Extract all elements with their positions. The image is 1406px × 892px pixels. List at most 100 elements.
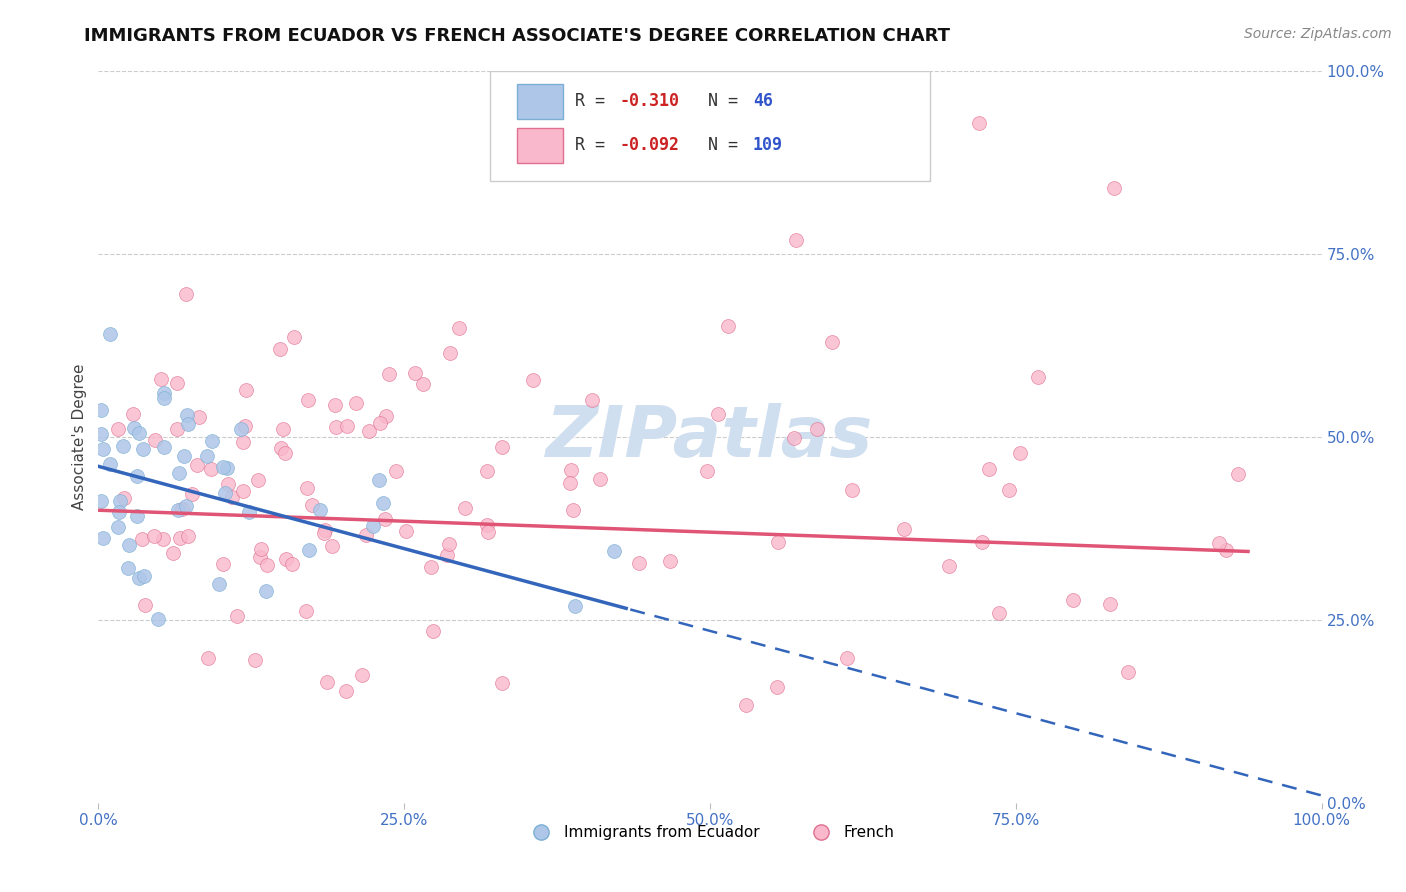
Point (316, 674, 339, 689)
Point (314, 523, 336, 537)
Point (176, 500, 198, 514)
Point (186, 458, 208, 472)
Point (560, 463, 582, 477)
FancyBboxPatch shape (517, 128, 564, 163)
Point (477, 524, 499, 539)
Point (589, 472, 612, 486)
Point (321, 539, 343, 553)
Point (200, 462, 222, 476)
Point (107, 520, 129, 534)
Point (835, 651, 858, 665)
Y-axis label: Associate's Degree: Associate's Degree (72, 364, 87, 510)
Point (447, 320, 470, 334)
Point (560, 475, 582, 490)
Point (167, 503, 190, 517)
FancyBboxPatch shape (517, 84, 564, 119)
Point (335, 684, 357, 698)
Point (309, 503, 332, 517)
Point (419, 559, 441, 574)
Point (170, 502, 193, 516)
Point (152, 533, 174, 547)
Point (217, 476, 239, 491)
Text: IMMIGRANTS FROM ECUADOR VS FRENCH ASSOCIATE'S DEGREE CORRELATION CHART: IMMIGRANTS FROM ECUADOR VS FRENCH ASSOCI… (84, 27, 950, 45)
Point (283, 330, 305, 344)
Point (491, 675, 513, 690)
Point (336, 418, 359, 433)
Point (207, 577, 229, 591)
Point (127, 508, 149, 523)
Point (987, 606, 1010, 620)
Point (197, 651, 219, 665)
Point (325, 420, 347, 434)
Point (173, 449, 195, 463)
Point (90, 427, 112, 442)
Text: N =: N = (707, 136, 748, 153)
Point (128, 425, 150, 440)
Point (256, 558, 278, 572)
Point (404, 366, 426, 380)
Point (439, 346, 461, 360)
Point (243, 653, 266, 667)
Point (246, 473, 269, 487)
Point (98, 327, 121, 342)
Text: ZIPatlas: ZIPatlas (547, 402, 873, 472)
Point (122, 407, 145, 421)
Legend: Immigrants from Ecuador, French: Immigrants from Ecuador, French (520, 819, 900, 847)
Point (112, 491, 135, 505)
Point (132, 442, 155, 457)
Point (806, 422, 828, 436)
Point (977, 462, 1000, 476)
Text: 109: 109 (752, 136, 783, 153)
Point (162, 546, 184, 560)
Point (821, 334, 844, 349)
Point (177, 417, 200, 431)
Point (766, 680, 789, 694)
Point (374, 512, 396, 526)
Point (437, 536, 460, 550)
Point (1102, 181, 1125, 195)
Point (143, 529, 166, 543)
Point (108, 505, 131, 519)
Point (998, 483, 1021, 497)
Point (475, 518, 498, 533)
Point (146, 612, 169, 626)
Point (221, 490, 243, 504)
Point (212, 460, 235, 475)
Point (90, 402, 112, 417)
Point (249, 550, 271, 565)
Point (371, 496, 394, 510)
Point (1227, 467, 1250, 481)
Point (153, 440, 176, 454)
Point (1098, 597, 1121, 611)
Point (1215, 543, 1237, 558)
Point (226, 609, 249, 624)
Point (131, 532, 153, 546)
Text: -0.310: -0.310 (620, 92, 679, 110)
Point (256, 584, 278, 599)
FancyBboxPatch shape (489, 71, 931, 181)
Point (967, 115, 990, 129)
Point (893, 522, 915, 536)
Point (295, 481, 318, 495)
Point (270, 441, 292, 455)
Point (356, 528, 378, 542)
Point (938, 559, 960, 574)
Text: Source: ZipAtlas.com: Source: ZipAtlas.com (1244, 27, 1392, 41)
Point (1116, 665, 1139, 680)
Point (128, 571, 150, 585)
Point (295, 603, 318, 617)
Point (166, 376, 188, 391)
Point (766, 535, 789, 549)
Point (628, 557, 651, 571)
Point (217, 461, 239, 475)
Point (232, 484, 254, 499)
Point (422, 624, 444, 638)
Point (707, 407, 730, 421)
Point (323, 398, 346, 412)
Point (785, 233, 807, 247)
Point (374, 409, 396, 423)
Point (696, 464, 718, 478)
Point (125, 469, 148, 483)
Point (118, 538, 141, 552)
Point (564, 599, 586, 613)
